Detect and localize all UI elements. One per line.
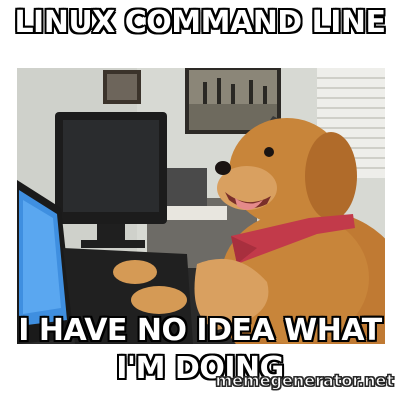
top-caption: LINUX COMMAND LINE bbox=[13, 5, 387, 41]
watermark: memegenerator.net bbox=[215, 371, 394, 391]
meme-photo bbox=[17, 68, 385, 344]
bottom-caption: I HAVE NO IDEA WHAT I'M DOING bbox=[17, 312, 383, 387]
dog-at-computer-image bbox=[17, 68, 385, 344]
